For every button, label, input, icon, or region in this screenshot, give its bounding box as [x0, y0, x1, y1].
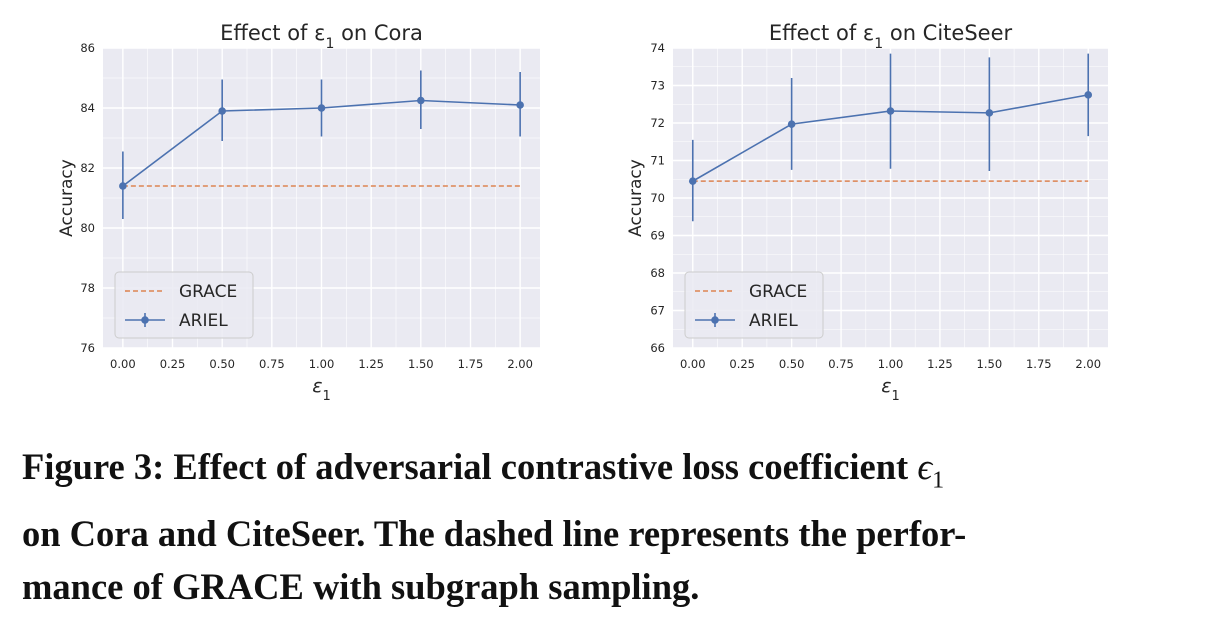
- citeseer-title-sub: 1: [874, 36, 883, 52]
- cora-x-tick-label: 0.75: [259, 357, 285, 371]
- cora-legend-ariel-marker: [141, 316, 149, 324]
- cora-title-sub: 1: [325, 36, 334, 52]
- citeseer-ariel-point: [985, 109, 994, 117]
- citeseer-x-tick-label: 0.75: [828, 357, 854, 371]
- cora-y-tick-label: 76: [80, 341, 95, 355]
- citeseer-x-tick-label: 1.75: [1026, 357, 1052, 371]
- citeseer-ariel-point: [1084, 91, 1093, 99]
- cora-legend-ariel-label: ARIEL: [179, 311, 228, 331]
- citeseer-x-tick-label: 0.25: [729, 357, 755, 371]
- cora-title-main: Effect of ε: [220, 21, 325, 45]
- citeseer-legend-box: [684, 271, 824, 339]
- citeseer-y-tick-label: 68: [650, 266, 665, 280]
- cora-ariel-point: [218, 107, 226, 115]
- caption-line-2: on Cora and CiteSeer. The dashed line re…: [22, 513, 967, 555]
- citeseer-y-tick-label: 67: [650, 304, 665, 318]
- citeseer-title-suffix: on CiteSeer: [883, 21, 1012, 45]
- cora-x-tick-label: 2.00: [507, 357, 533, 371]
- cora-legend-box: [114, 271, 254, 339]
- cora-ariel-point: [516, 101, 524, 109]
- citeseer-x-tick-label: 0.50: [779, 357, 805, 371]
- cora-y-axis-label: Accuracy: [57, 159, 77, 237]
- citeseer-x-tick-label: 1.50: [977, 357, 1003, 371]
- citeseer-legend-ariel-marker: [711, 316, 719, 324]
- citeseer-x-axis-label-sub: 1: [892, 389, 900, 404]
- cora-x-axis-label-main: ε: [312, 375, 322, 397]
- cora-x-tick-label: 1.25: [358, 357, 384, 371]
- cora-ariel-point: [119, 182, 127, 190]
- cora-legend-grace-label: GRACE: [179, 282, 237, 302]
- citeseer-x-axis-label-main: ε: [881, 375, 891, 397]
- caption-line-1: Figure 3: Effect of adversarial contrast…: [22, 440, 1187, 507]
- citeseer-chart: 0.00 0.25 0.50 0.75 1.00 1.25 1.50 1.75 2.00 66 67…: [626, 21, 1108, 404]
- cora-y-tick-label: 86: [80, 41, 95, 55]
- citeseer-y-tick-label: 71: [650, 154, 665, 168]
- cora-chart: 0.00 0.25 0.50 0.75 1.00 1.25 1.50 1.75 2.00 76 78…: [57, 21, 540, 404]
- citeseer-legend-ariel-label: ARIEL: [749, 311, 798, 331]
- figure-area: 0.00 0.25 0.50 0.75 1.00 1.25 1.50 1.75 2.00 76 78…: [57, 21, 1108, 404]
- citeseer-chart-title: Effect of ε1 on CiteSeer: [769, 21, 1013, 52]
- citeseer-y-tick-label: 73: [650, 79, 665, 93]
- cora-x-tick-label: 1.50: [408, 357, 434, 371]
- citeseer-x-tick-label: 0.00: [680, 357, 706, 371]
- cora-x-tick-label: 0.00: [110, 357, 136, 371]
- caption-text-1: Figure 3: Effect of adversarial contrast…: [22, 446, 918, 487]
- cora-x-axis-label: ε1: [312, 375, 331, 404]
- citeseer-y-tick-label: 70: [650, 191, 665, 205]
- citeseer-legend-grace-label: GRACE: [749, 282, 807, 302]
- cora-y-tick-label: 78: [80, 281, 95, 295]
- citeseer-y-tick-label: 69: [650, 229, 665, 243]
- cora-x-axis-label-sub: 1: [323, 389, 331, 404]
- citeseer-y-tick-label: 72: [650, 116, 665, 130]
- cora-y-tick-label: 84: [80, 101, 95, 115]
- citeseer-x-tick-label: 1.25: [927, 357, 953, 371]
- cora-chart-title: Effect of ε1 on Cora: [220, 21, 423, 52]
- cora-y-tick-label: 82: [80, 161, 95, 175]
- caption-epsilon-sub: 1: [932, 467, 945, 494]
- citeseer-ariel-point: [688, 177, 697, 185]
- citeseer-y-tick-label: 66: [650, 341, 665, 355]
- citeseer-y-axis-label: Accuracy: [626, 159, 646, 237]
- cora-x-tick-label: 1.75: [458, 357, 484, 371]
- cora-ariel-point: [317, 104, 326, 112]
- citeseer-x-tick-label: 1.00: [878, 357, 904, 371]
- cora-x-tick-label: 0.50: [209, 357, 235, 371]
- caption-line-3: mance of GRACE with subgraph sampling.: [22, 566, 700, 608]
- cora-title-suffix: on Cora: [334, 21, 423, 45]
- citeseer-ariel-point: [886, 107, 895, 115]
- cora-ariel-point: [417, 96, 425, 105]
- citeseer-x-axis-label: ε1: [881, 375, 900, 404]
- citeseer-y-tick-label: 74: [650, 41, 665, 55]
- cora-x-tick-label: 0.25: [160, 357, 186, 371]
- caption-epsilon: ϵ: [917, 446, 933, 487]
- citeseer-title-main: Effect of ε: [769, 21, 874, 45]
- cora-x-tick-label: 1.00: [309, 357, 335, 371]
- citeseer-ariel-point: [787, 120, 796, 128]
- figure-caption: Figure 3: Effect of adversarial contrast…: [22, 440, 1187, 613]
- cora-y-tick-label: 80: [80, 221, 95, 235]
- citeseer-x-tick-label: 2.00: [1075, 357, 1101, 371]
